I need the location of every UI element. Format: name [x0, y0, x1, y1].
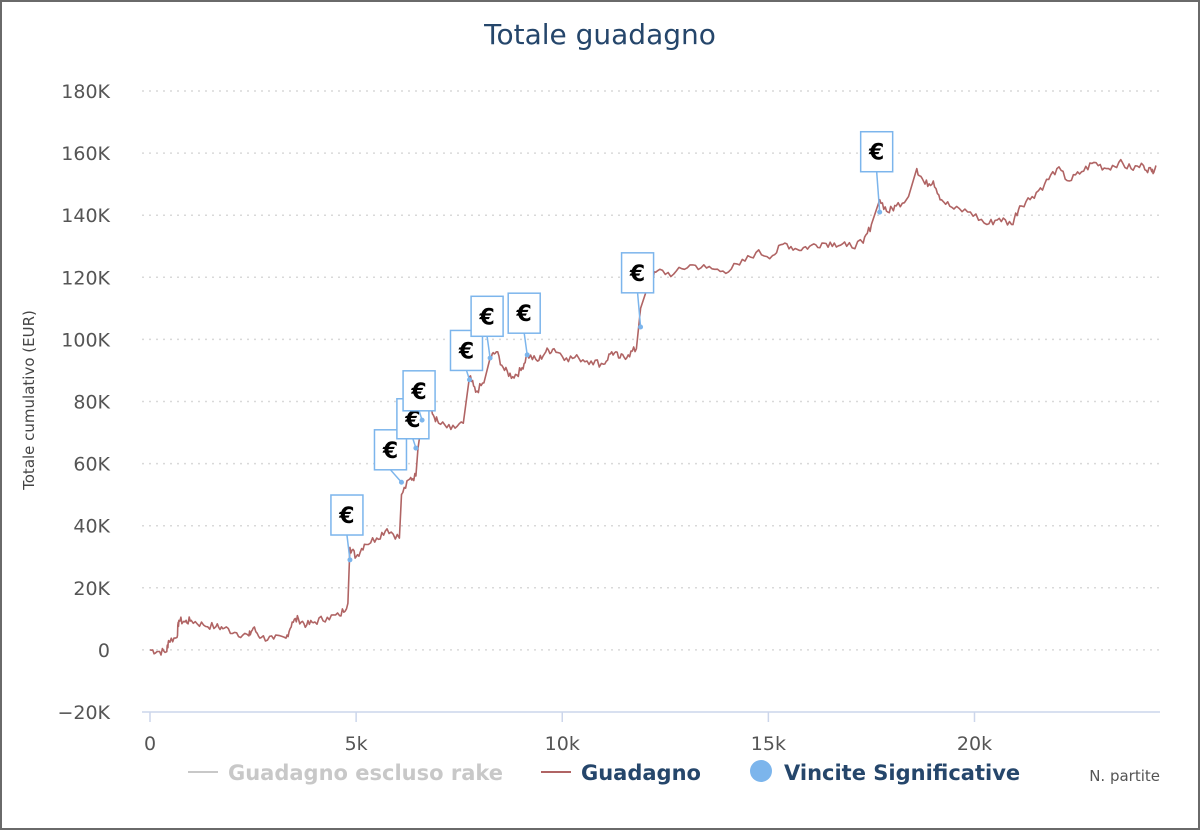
win-flag[interactable]: €: [470, 295, 504, 361]
legend-label-guadagno-escluso-rake: Guadagno escluso rake: [228, 761, 503, 785]
win-flag-box: [470, 295, 504, 338]
win-flag-connector: [875, 171, 881, 213]
win-flag-symbol: €: [478, 305, 494, 330]
y-axis-label: Totale cumulativo (EUR): [20, 310, 38, 491]
y-tick-label: 80K: [73, 392, 110, 414]
x-tick-label: 5k: [345, 733, 368, 755]
legend-item-vincite-significative[interactable]: Vincite Significative: [750, 760, 1020, 785]
win-flag[interactable]: €: [402, 370, 436, 423]
x-tick-label: 20k: [957, 733, 992, 755]
win-flag-box: [330, 494, 364, 536]
win-flag-symbol: €: [382, 439, 398, 464]
win-flag-symbol: €: [516, 302, 532, 327]
win-flag[interactable]: €: [330, 494, 364, 563]
series-lines: [149, 158, 1157, 656]
y-tick-label: 100K: [61, 329, 110, 351]
win-flag-box: [402, 370, 436, 412]
win-flag-symbol: €: [629, 262, 645, 287]
win-flag-symbol: €: [404, 408, 420, 433]
y-tick-label: −20K: [57, 702, 110, 724]
win-point: [877, 209, 883, 215]
win-flag[interactable]: €: [620, 252, 655, 330]
win-flag[interactable]: €: [449, 329, 484, 383]
y-tick-label: 60K: [73, 454, 110, 476]
win-flag-box: [449, 329, 484, 372]
win-flag-symbol: €: [338, 504, 354, 529]
y-tick-label: 120K: [61, 267, 110, 289]
win-flag-connector: [486, 336, 491, 359]
win-point: [419, 417, 425, 423]
win-flag-box: [859, 130, 894, 173]
win-flag-box: [620, 252, 655, 294]
win-point: [638, 324, 644, 330]
grid-lines: [142, 90, 1160, 651]
win-flag-symbol: €: [868, 141, 884, 166]
win-point: [466, 377, 472, 383]
win-point: [413, 445, 419, 451]
win-flag[interactable]: €: [507, 292, 541, 358]
win-flag-symbol: €: [410, 380, 426, 405]
win-point: [398, 479, 404, 485]
win-flag-connector: [346, 534, 351, 560]
win-flag-symbol: €: [458, 339, 474, 364]
win-point: [487, 355, 493, 361]
y-tick-label: 40K: [73, 516, 110, 538]
y-tick-label: 20K: [73, 578, 110, 600]
win-flag-connector: [523, 333, 528, 356]
legend-item-guadagno-escluso-rake[interactable]: Guadagno escluso rake: [188, 761, 503, 785]
x-axis-label: N. partite: [1089, 767, 1160, 785]
x-tick-label: 10k: [545, 733, 580, 755]
legend: Guadagno escluso rake Guadagno Vincite S…: [188, 760, 1020, 785]
chart-title: Totale guadagno: [483, 18, 716, 51]
y-tick-label: 0: [98, 640, 110, 662]
y-tick-label: 140K: [61, 205, 110, 227]
win-point: [347, 557, 353, 563]
x-axis: 0 5k 10k 15k 20k: [142, 711, 1160, 755]
win-point: [524, 352, 530, 358]
legend-marker-vincite-significative: [750, 760, 772, 782]
win-flag-connector: [389, 469, 403, 483]
win-flag-connector: [636, 292, 642, 328]
win-flag[interactable]: €: [859, 130, 894, 215]
legend-item-guadagno[interactable]: Guadagno: [541, 761, 701, 785]
y-tick-label: 180K: [61, 81, 110, 103]
x-tick-label: 0: [144, 733, 156, 755]
x-tick-label: 15k: [751, 733, 786, 755]
y-axis: −20K 0 20K 40K 60K 80K 100K 120K 140K 160K 180K: [57, 81, 110, 724]
series-line-guadagno: [149, 158, 1157, 656]
legend-label-vincite-significative: Vincite Significative: [784, 761, 1020, 785]
significant-wins-flags: €€€€€€ €€€: [330, 130, 894, 563]
win-flag-box: [507, 292, 541, 334]
legend-label-guadagno: Guadagno: [581, 761, 701, 785]
y-tick-label: 160K: [61, 143, 110, 165]
